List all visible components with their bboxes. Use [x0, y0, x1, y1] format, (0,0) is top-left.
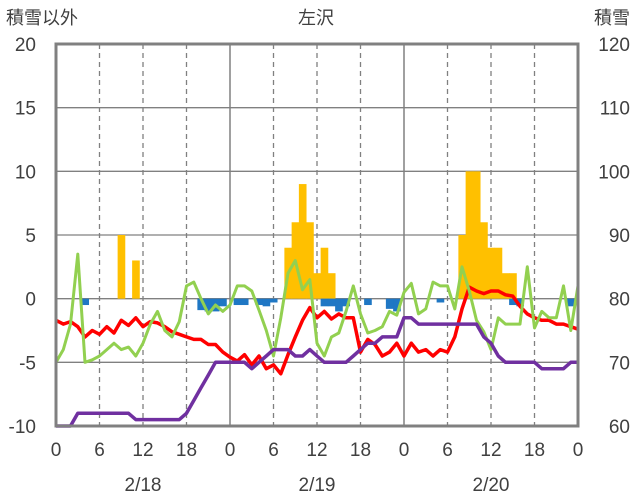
- left-tick-label: 15: [15, 99, 36, 120]
- wind-bar: [197, 298, 206, 311]
- precip-bar: [327, 273, 336, 299]
- wind-bar: [385, 298, 394, 309]
- wind-bar: [567, 298, 575, 307]
- precip-bar: [313, 273, 322, 299]
- wind-bar: [436, 298, 445, 303]
- wind-bar: [393, 298, 401, 312]
- wind-bar: [335, 298, 343, 312]
- x-tick-label: 18: [176, 440, 197, 461]
- precip-bar: [132, 260, 140, 299]
- snow-depth-series-line: [56, 316, 578, 428]
- line-series: [54, 252, 580, 428]
- green-line-series-line: [54, 252, 580, 364]
- x-tick-label: 18: [350, 440, 371, 461]
- chart-title: 左沢: [298, 8, 334, 28]
- precip-bar: [298, 184, 307, 299]
- right-tick-label: 60: [609, 417, 630, 438]
- wind-bar: [342, 298, 351, 307]
- plot-area-frame: [54, 42, 580, 428]
- wind-bar: [269, 298, 278, 303]
- x-tick-label: 6: [442, 440, 453, 461]
- date-label: 2/19: [299, 475, 336, 496]
- left-tick-label: 20: [15, 35, 36, 56]
- x-tick-label: 0: [225, 440, 236, 461]
- left-tick-label: -10: [9, 417, 36, 438]
- left-axis-title: 積雪以外: [6, 8, 78, 28]
- right-axis-title: 積雪: [594, 8, 630, 28]
- right-tick-label: 120: [598, 35, 630, 56]
- x-tick-label: 6: [94, 440, 105, 461]
- precip-bar: [117, 235, 126, 299]
- x-tick-label: 0: [51, 440, 62, 461]
- precip-bar: [509, 273, 517, 299]
- right-tick-label: 90: [609, 226, 630, 247]
- wind-bar: [509, 298, 517, 306]
- left-tick-label: 5: [25, 226, 36, 247]
- wind-bar: [204, 298, 213, 312]
- gridlines: [56, 44, 578, 426]
- wind-bar: [233, 298, 242, 306]
- date-label: 2/18: [125, 475, 162, 496]
- x-tick-label: 0: [399, 440, 410, 461]
- date-label: 2/20: [473, 475, 510, 496]
- wind-bar: [255, 298, 264, 306]
- right-tick-label: 100: [598, 162, 630, 183]
- right-tick-label: 80: [609, 290, 630, 311]
- precip-bar: [487, 247, 496, 299]
- wind-bar: [262, 298, 271, 307]
- precip-bar: [472, 171, 481, 299]
- right-tick-label: 70: [609, 353, 630, 374]
- left-tick-label: -5: [19, 353, 36, 374]
- wind-bar: [364, 298, 372, 306]
- x-tick-label: 0: [573, 440, 584, 461]
- precip-bar: [480, 222, 488, 299]
- wind-bar: [219, 298, 227, 307]
- wind-bar: [240, 298, 249, 306]
- right-tick-label: 110: [600, 99, 630, 120]
- precip-bar: [465, 171, 474, 299]
- precip-bar: [501, 273, 510, 299]
- x-tick-label: 12: [306, 440, 327, 461]
- precip-bar: [320, 247, 329, 299]
- x-tick-label: 18: [524, 440, 545, 461]
- x-tick-label: 12: [480, 440, 501, 461]
- x-tick-label: 12: [132, 440, 153, 461]
- red-line-series-line: [55, 285, 579, 376]
- wind-bar: [81, 298, 90, 306]
- precip-bar: [494, 247, 503, 299]
- wind-bar: [327, 298, 336, 307]
- wind-bar: [516, 298, 525, 307]
- x-tick-label: 6: [268, 440, 279, 461]
- wind-bar: [320, 298, 329, 307]
- precip-bar: [306, 222, 314, 299]
- left-tick-label: 10: [15, 162, 36, 183]
- left-tick-label: 0: [25, 290, 36, 311]
